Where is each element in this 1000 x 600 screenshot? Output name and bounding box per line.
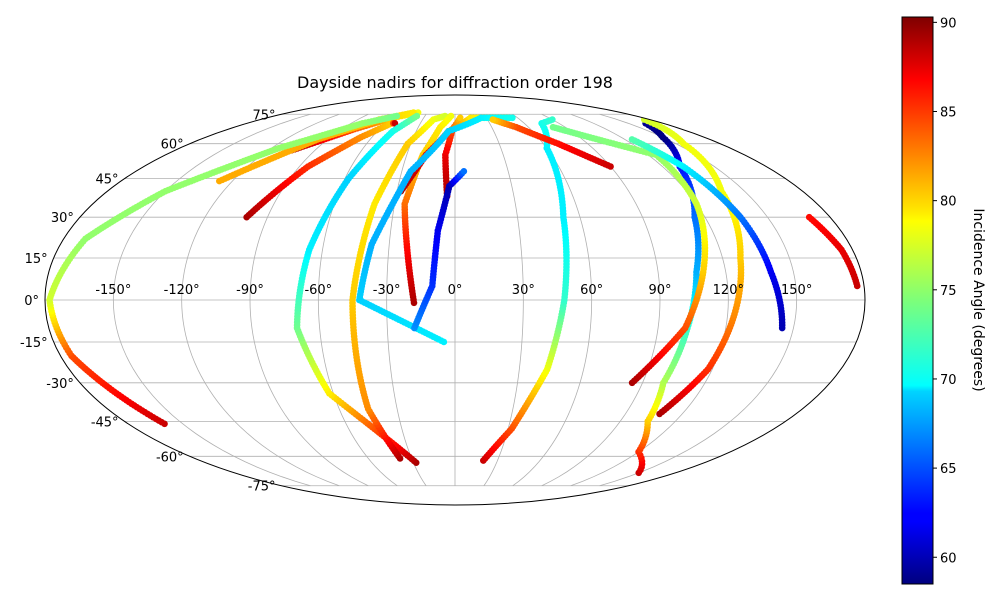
colorbar-tick-label: 70: [940, 373, 957, 388]
colorbar-tick-label: 60: [940, 551, 957, 566]
lat-tick-label: -30°: [46, 377, 74, 392]
lon-tick-label: -120°: [164, 283, 200, 298]
colorbar-tick-label: 85: [940, 106, 957, 121]
lon-tick-label: 90°: [648, 283, 671, 298]
lat-tick-label: 45°: [96, 173, 119, 188]
lat-tick-label: 30°: [51, 211, 74, 226]
lat-tick-label: 75°: [252, 108, 275, 123]
lat-tick-label: -60°: [156, 450, 184, 465]
data-point: [456, 114, 464, 122]
lat-tick-label: -45°: [91, 415, 119, 430]
data-point: [489, 116, 497, 123]
latitude-tick-labels: 75° 60° 45° 30° 15° 0° -15° -30° -45° -60° -75°: [20, 108, 276, 494]
lon-tick-label: 150°: [781, 283, 812, 298]
lat-tick-label: -15°: [20, 336, 48, 351]
colorbar: [901, 16, 934, 585]
lat-tick-label: 60°: [161, 138, 184, 153]
colorbar-tick-label: 65: [940, 462, 957, 477]
data-point: [447, 112, 455, 120]
lon-tick-label: -90°: [236, 283, 264, 298]
data-point: [393, 112, 401, 120]
longitude-tick-labels: -150° -120° -90° -60° -30° 0° 30° 60° 90° 120° 150…: [95, 283, 812, 298]
colorbar-label: Incidence Angle (degrees): [970, 208, 986, 391]
chart-title: Dayside nadirs for diffraction order 198: [297, 73, 613, 92]
data-point: [549, 116, 556, 123]
data-point: [549, 123, 557, 131]
data-point: [391, 120, 399, 127]
lon-tick-label: 0°: [448, 283, 463, 298]
lon-tick-label: -150°: [95, 283, 131, 298]
data-point: [460, 168, 468, 175]
lon-tick-label: 60°: [580, 283, 603, 298]
scatter-points: [46, 109, 861, 477]
lon-tick-label: 120°: [713, 283, 744, 298]
lon-tick-label: 30°: [512, 283, 535, 298]
graticule: [45, 113, 865, 487]
lat-tick-label: -75°: [248, 480, 276, 495]
lon-tick-label: -30°: [373, 283, 401, 298]
lon-tick-label: -60°: [304, 283, 332, 298]
colorbar-tick-label: 75: [940, 284, 957, 299]
lat-tick-label: 15°: [25, 252, 48, 267]
colorbar-tick-label: 80: [940, 195, 957, 210]
data-point: [509, 114, 516, 122]
data-point: [853, 282, 861, 290]
lat-tick-label: 0°: [24, 294, 39, 309]
data-point: [413, 112, 421, 120]
map-outline: [44, 94, 866, 506]
colorbar-ticks: 60 65 70 75 80 85 90: [933, 16, 957, 566]
colorbar-tick-label: 90: [940, 16, 957, 31]
data-point: [628, 136, 636, 143]
